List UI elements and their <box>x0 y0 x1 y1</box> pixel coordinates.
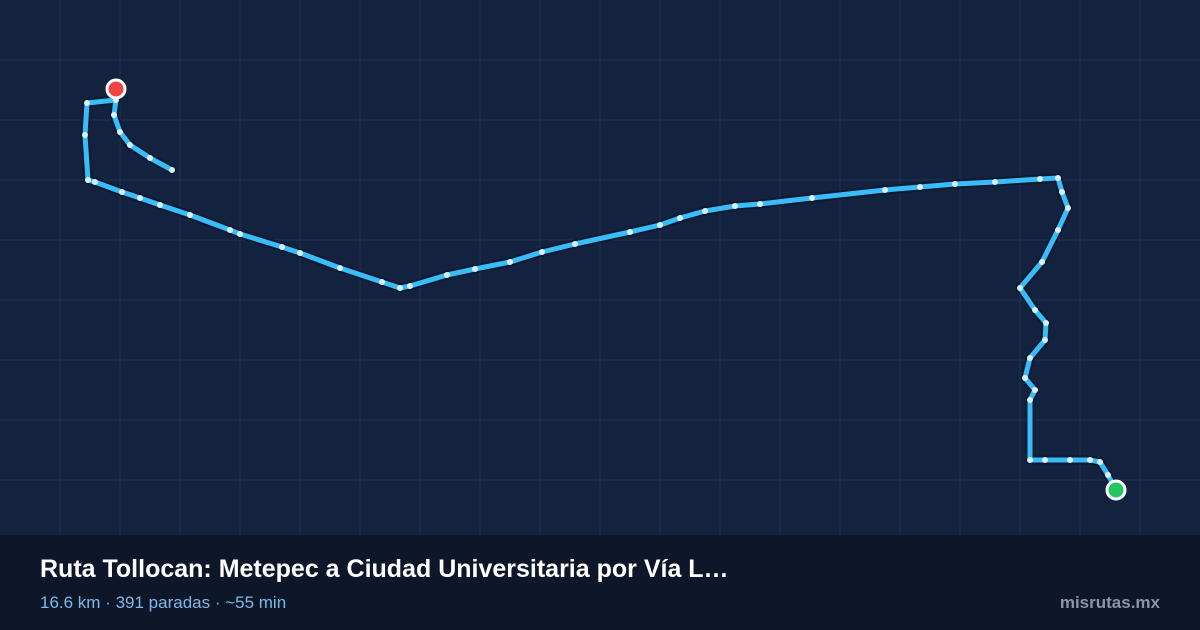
stop-dot <box>1059 189 1065 195</box>
stop-dot <box>1087 457 1093 463</box>
stop-dot <box>757 201 763 207</box>
stop-dot <box>1042 457 1048 463</box>
stop-dot <box>1037 176 1043 182</box>
stop-dot <box>1032 387 1038 393</box>
stop-dot <box>119 189 125 195</box>
stop-dot <box>379 279 385 285</box>
stop-dot <box>297 250 303 256</box>
stop-dot <box>702 208 708 214</box>
stop-dot <box>1042 337 1048 343</box>
stop-dot <box>809 195 815 201</box>
stop-dot <box>147 155 153 161</box>
stop-dot <box>627 229 633 235</box>
info-bar: Ruta Tollocan: Metepec a Ciudad Universi… <box>0 535 1200 630</box>
stop-dot <box>117 129 123 135</box>
stop-dot <box>397 285 403 291</box>
stop-dot <box>1027 355 1033 361</box>
map <box>0 0 1200 535</box>
stop-dot <box>157 202 163 208</box>
stop-dot <box>279 244 285 250</box>
stop-dot <box>1027 457 1033 463</box>
stop-dot <box>507 259 513 265</box>
grid <box>0 0 1200 535</box>
stop-dot <box>1027 397 1033 403</box>
stop-dot <box>82 132 88 138</box>
stop-dot <box>111 112 117 118</box>
stop-dot <box>1022 375 1028 381</box>
stop-dot <box>992 179 998 185</box>
stop-dot <box>732 203 738 209</box>
stop-dot <box>572 241 578 247</box>
route-stats: 16.6 km · 391 paradas · ~55 min <box>40 593 287 612</box>
stop-dot <box>407 283 413 289</box>
brand: misrutas.mx <box>1059 593 1160 612</box>
stop-dot <box>952 181 958 187</box>
stop-dot <box>472 266 478 272</box>
stop-dot <box>539 249 545 255</box>
stop-dot <box>337 265 343 271</box>
stop-dot <box>917 184 923 190</box>
stop-dot <box>1039 259 1045 265</box>
stop-dot <box>882 187 888 193</box>
start-marker <box>105 78 127 100</box>
end-marker <box>1105 479 1127 501</box>
stop-dot <box>1105 472 1111 478</box>
stop-dot <box>1067 457 1073 463</box>
stop-dot <box>187 212 193 218</box>
stop-dot <box>92 179 98 185</box>
stop-dot <box>85 177 91 183</box>
stop-dot <box>84 100 90 106</box>
stop-dot <box>1043 320 1049 326</box>
stop-dot <box>227 227 233 233</box>
stop-dot <box>1032 307 1038 313</box>
route-title: Ruta Tollocan: Metepec a Ciudad Universi… <box>40 555 729 583</box>
stop-dot <box>169 167 175 173</box>
stop-dot <box>444 272 450 278</box>
stop-dot <box>1055 175 1061 181</box>
stop-dot <box>677 215 683 221</box>
stop-dot <box>237 231 243 237</box>
stop-dot <box>1055 227 1061 233</box>
stop-dot <box>1097 459 1103 465</box>
stop-dot <box>1065 205 1071 211</box>
stop-dot <box>137 195 143 201</box>
stop-dot <box>127 142 133 148</box>
stop-dot <box>1017 285 1023 291</box>
stop-dot <box>657 222 663 228</box>
